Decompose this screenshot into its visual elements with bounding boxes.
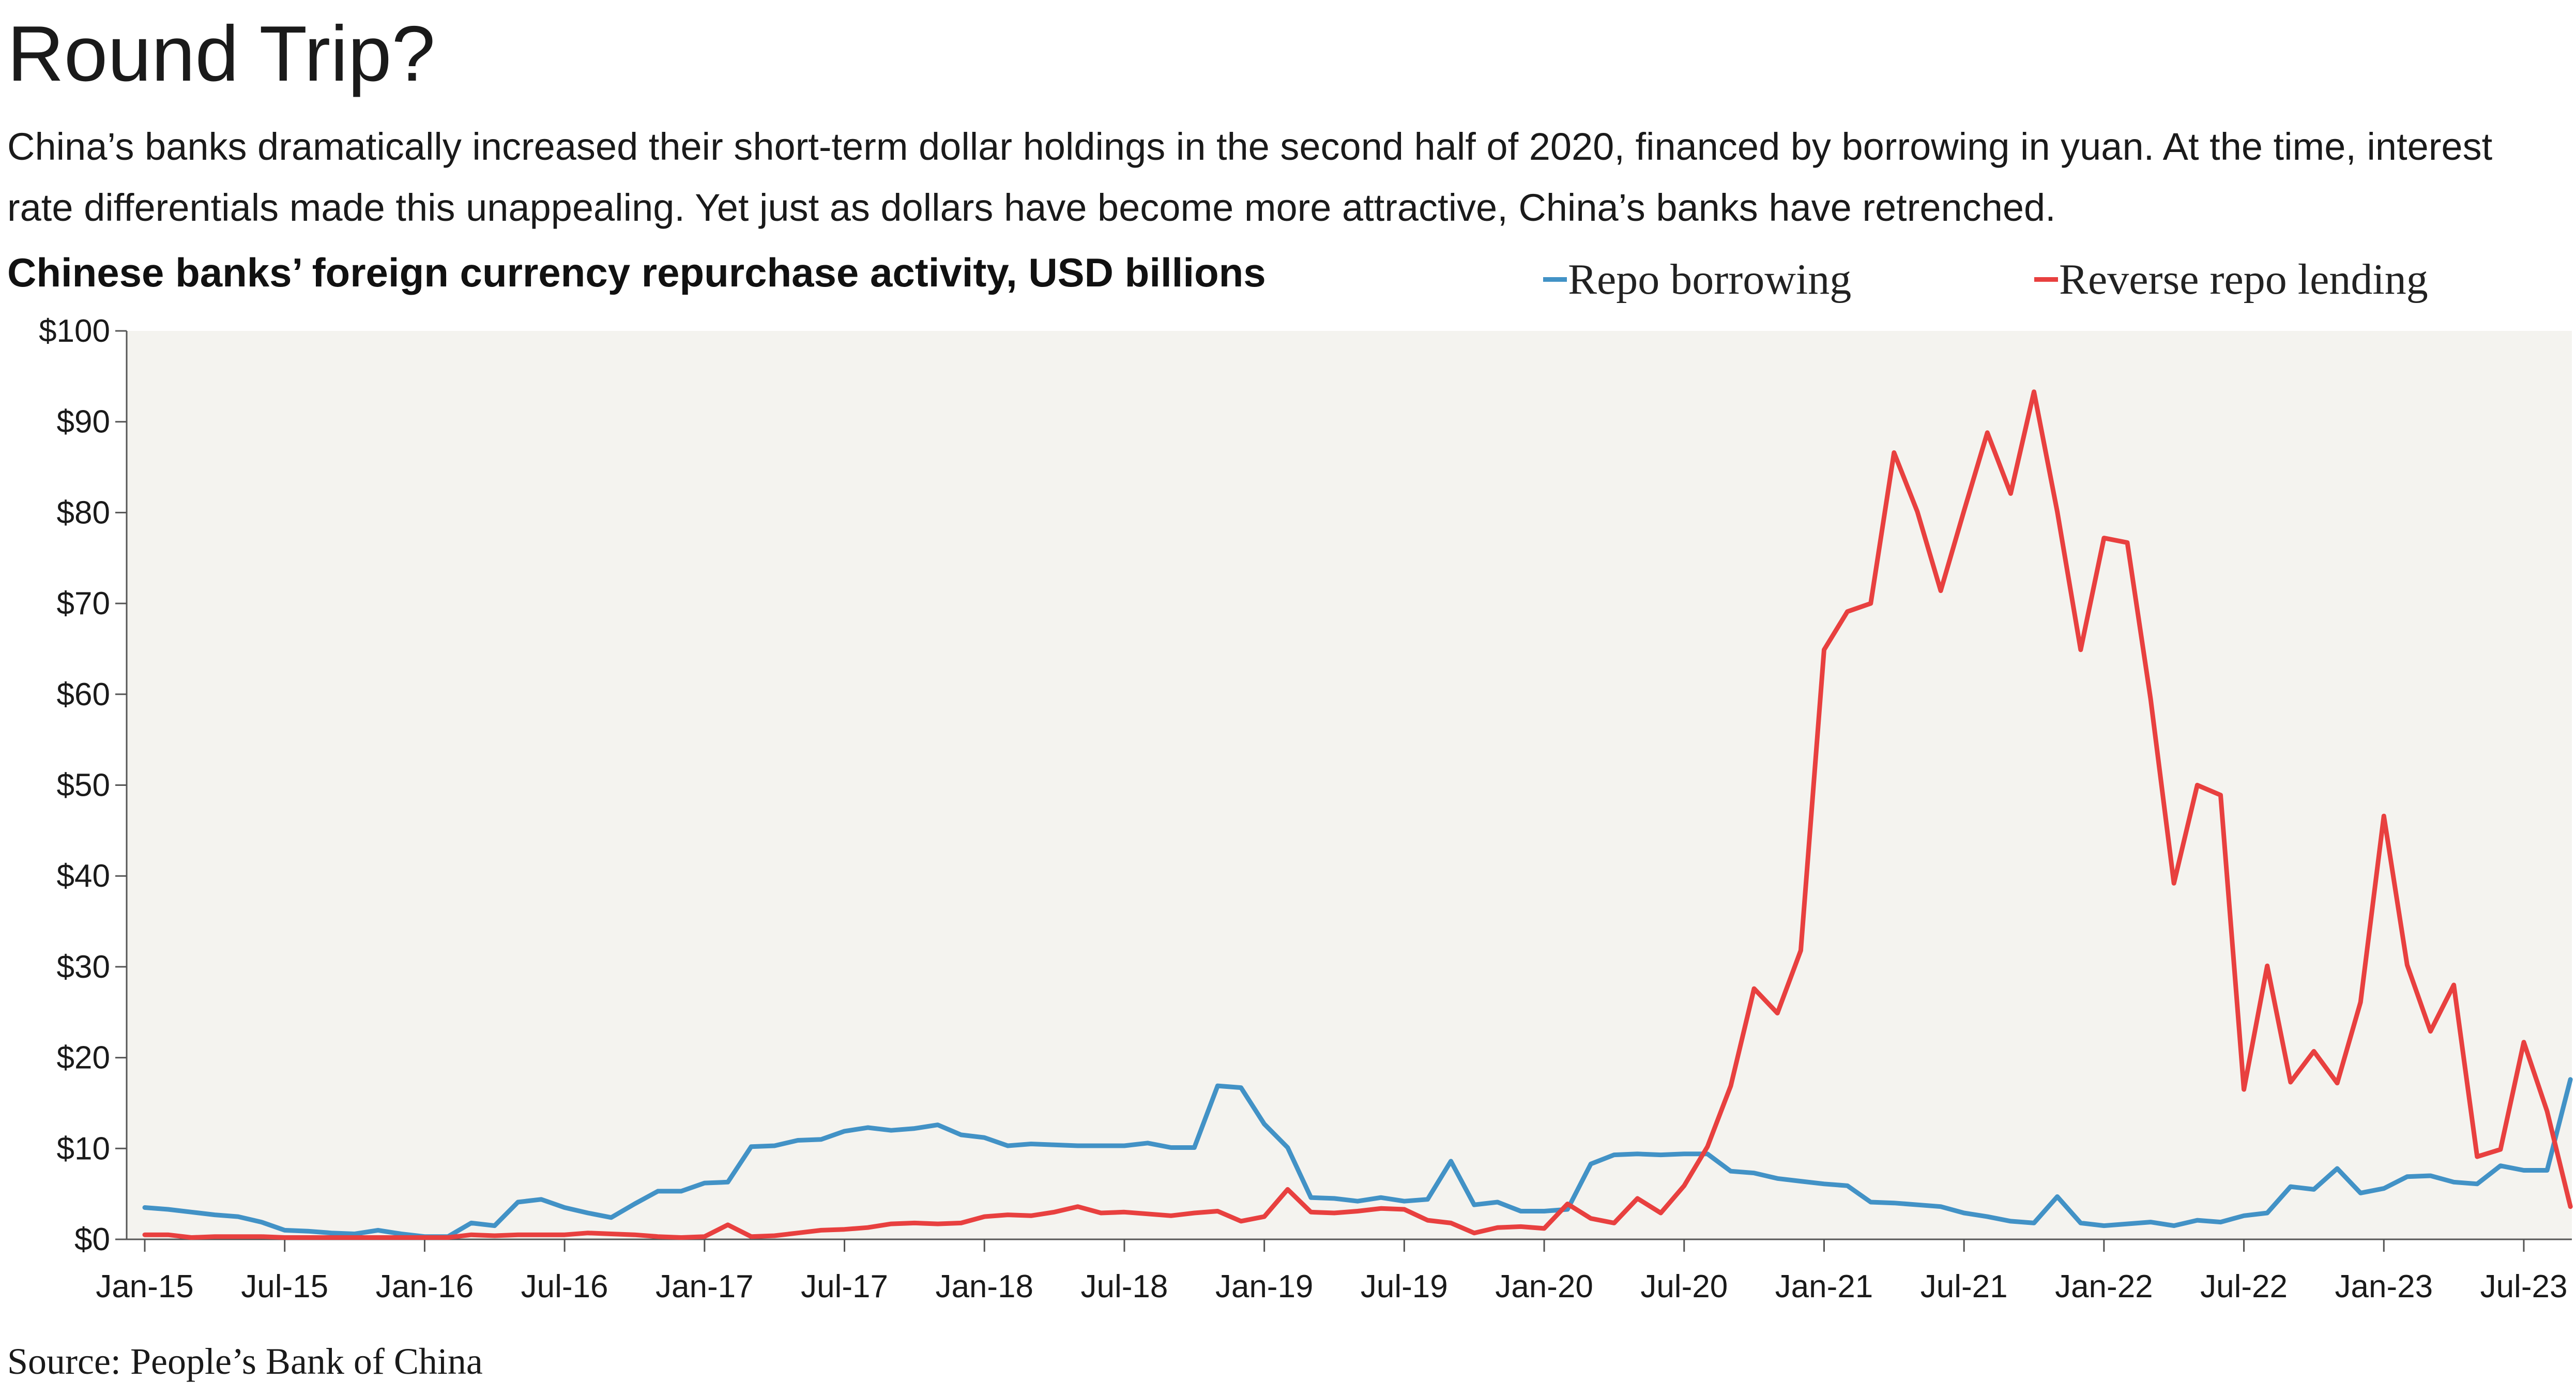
x-tick-label: Jan-19 — [1215, 1269, 1314, 1304]
x-tick-label: Jul-16 — [521, 1269, 608, 1304]
legend-swatch-repo-borrowing — [1543, 277, 1567, 282]
x-tick-label: Jan-18 — [935, 1269, 1033, 1304]
legend-item-repo-borrowing: Repo borrowing — [1543, 254, 1851, 305]
x-tick-label: Jul-20 — [1640, 1269, 1728, 1304]
chart-title: Chinese banks’ foreign currency repurcha… — [7, 250, 1266, 295]
x-tick-label: Jan-22 — [2055, 1269, 2153, 1304]
y-tick-label: $40 — [57, 858, 110, 894]
y-tick-label: $30 — [57, 949, 110, 985]
x-tick-label: Jul-19 — [1361, 1269, 1448, 1304]
x-tick-label: Jan-16 — [376, 1269, 474, 1304]
x-tick-label: Jan-17 — [656, 1269, 754, 1304]
legend-item-reverse-repo-lending: Reverse repo lending — [2034, 254, 2428, 305]
page-title: Round Trip? — [7, 10, 436, 98]
y-tick-label: $50 — [57, 768, 110, 803]
x-tick-label: Jul-22 — [2200, 1269, 2288, 1304]
series-line-reverse-repo-lending — [142, 389, 2573, 1240]
y-tick-label: $20 — [57, 1040, 110, 1076]
x-tick-label: Jul-17 — [801, 1269, 888, 1304]
legend-swatch-reverse-repo-lending — [2034, 277, 2058, 282]
y-tick-label: $80 — [57, 495, 110, 530]
y-tick-label: $10 — [57, 1131, 110, 1166]
x-tick-label: Jan-20 — [1495, 1269, 1593, 1304]
legend-label-repo-borrowing: Repo borrowing — [1568, 255, 1852, 304]
x-tick-label: Jan-21 — [1775, 1269, 1873, 1304]
series-line-repo-borrowing — [142, 1077, 2573, 1239]
y-tick-label: $0 — [74, 1222, 110, 1257]
y-tick-label: $90 — [57, 404, 110, 440]
plot-area — [127, 331, 2572, 1239]
y-tick-label: $60 — [57, 677, 110, 712]
x-tick-label: Jul-15 — [241, 1269, 328, 1304]
x-tick-label: Jan-23 — [2335, 1269, 2433, 1304]
legend-label-reverse-repo-lending: Reverse repo lending — [2059, 255, 2428, 304]
y-tick-label: $70 — [57, 586, 110, 621]
page-subtitle: China’s banks dramatically increased the… — [7, 125, 2493, 229]
x-tick-label: Jan-15 — [96, 1269, 194, 1304]
x-tick-label: Jul-23 — [2480, 1269, 2568, 1304]
source-note: Source: People’s Bank of China — [7, 1341, 483, 1382]
y-tick-label: $100 — [39, 313, 110, 349]
x-tick-label: Jul-21 — [1920, 1269, 2008, 1304]
x-tick-label: Jul-18 — [1081, 1269, 1168, 1304]
